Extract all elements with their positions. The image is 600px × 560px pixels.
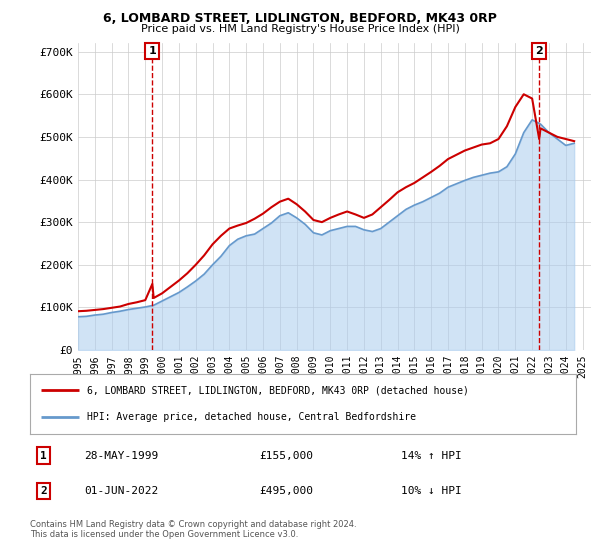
Text: 1: 1 bbox=[40, 451, 47, 460]
Text: 01-JUN-2022: 01-JUN-2022 bbox=[85, 487, 159, 496]
Text: Contains HM Land Registry data © Crown copyright and database right 2024.
This d: Contains HM Land Registry data © Crown c… bbox=[30, 520, 356, 539]
Text: 14% ↑ HPI: 14% ↑ HPI bbox=[401, 451, 462, 460]
Text: Price paid vs. HM Land Registry's House Price Index (HPI): Price paid vs. HM Land Registry's House … bbox=[140, 24, 460, 34]
Text: 28-MAY-1999: 28-MAY-1999 bbox=[85, 451, 159, 460]
Text: HPI: Average price, detached house, Central Bedfordshire: HPI: Average price, detached house, Cent… bbox=[88, 412, 416, 422]
Text: 1: 1 bbox=[148, 46, 156, 56]
Text: £495,000: £495,000 bbox=[259, 487, 313, 496]
Text: 6, LOMBARD STREET, LIDLINGTON, BEDFORD, MK43 0RP (detached house): 6, LOMBARD STREET, LIDLINGTON, BEDFORD, … bbox=[88, 385, 469, 395]
Text: 10% ↓ HPI: 10% ↓ HPI bbox=[401, 487, 462, 496]
Text: 2: 2 bbox=[40, 487, 47, 496]
Text: 2: 2 bbox=[535, 46, 543, 56]
Text: 6, LOMBARD STREET, LIDLINGTON, BEDFORD, MK43 0RP: 6, LOMBARD STREET, LIDLINGTON, BEDFORD, … bbox=[103, 12, 497, 25]
Text: £155,000: £155,000 bbox=[259, 451, 313, 460]
